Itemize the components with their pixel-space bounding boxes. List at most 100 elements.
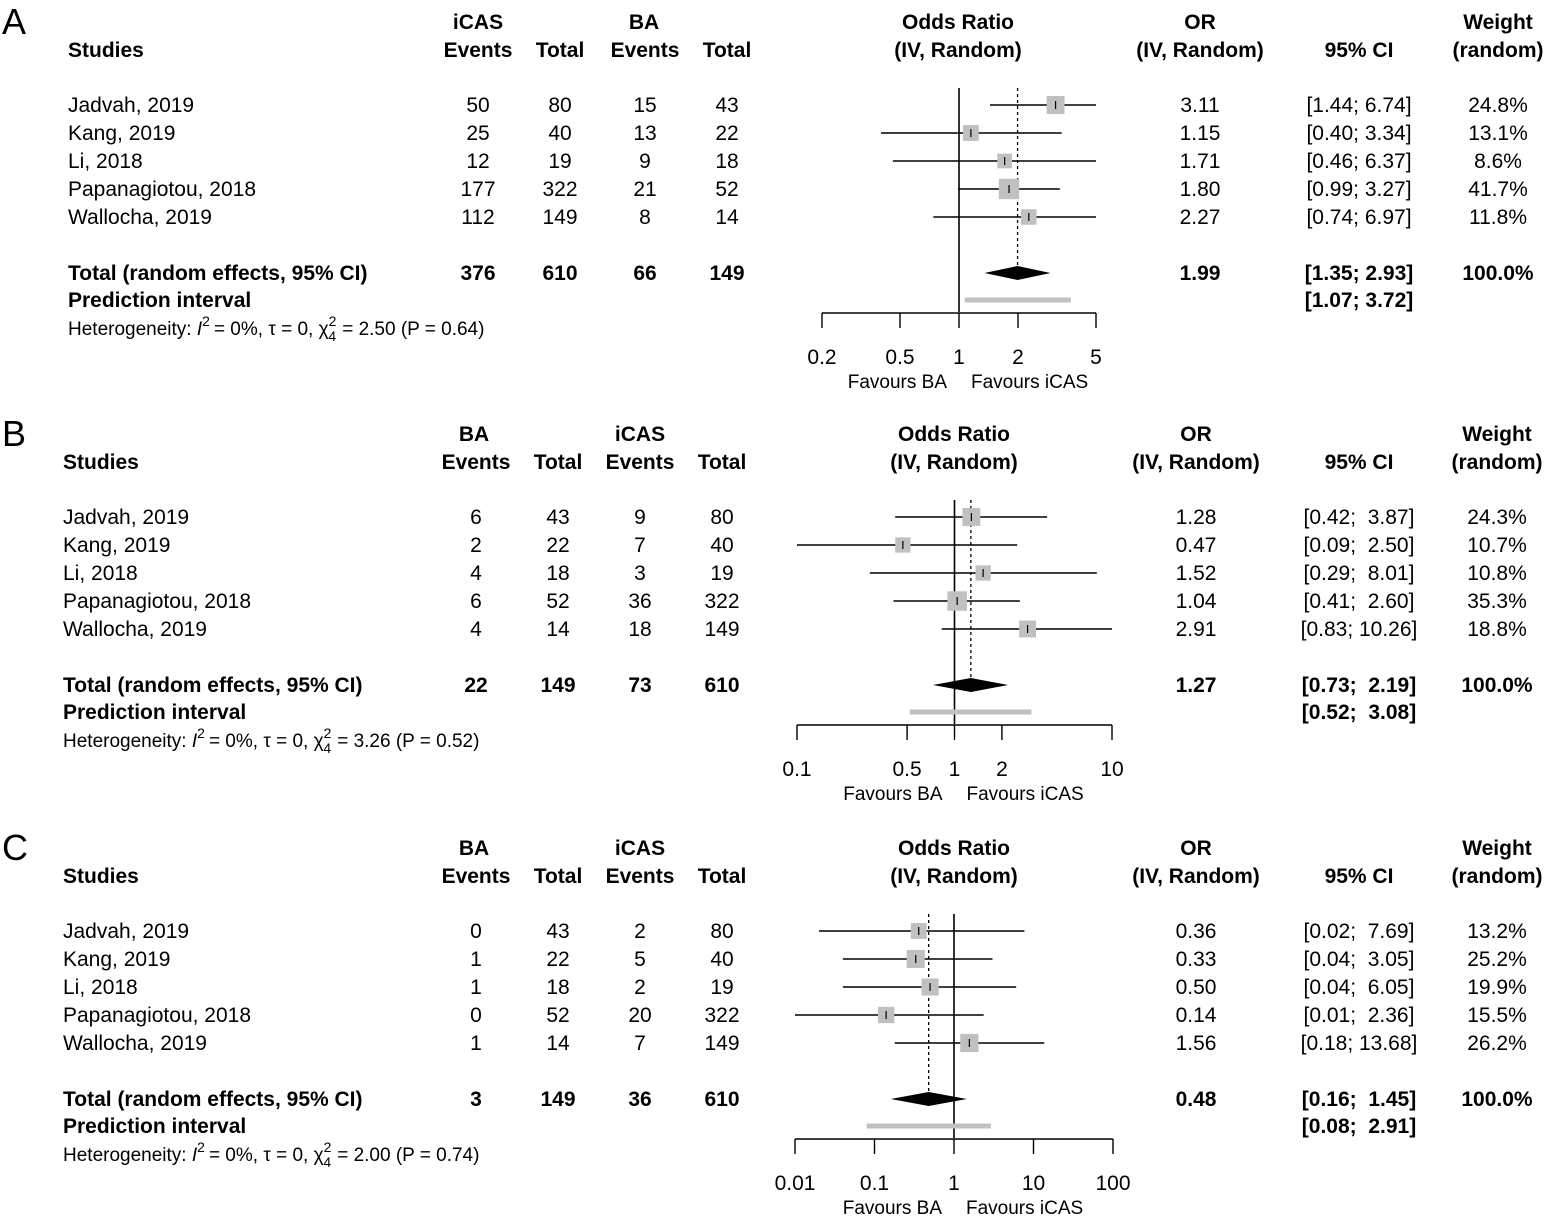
study-events-1: 50 <box>466 94 489 117</box>
study-or: 2.27 <box>1180 206 1221 229</box>
heterogeneity-chi: = 3.26 (P = 0.52) <box>337 731 479 752</box>
heterogeneity-prefix: Heterogeneity: <box>68 319 197 340</box>
study-name: Papanagiotou, 2018 <box>63 1004 251 1027</box>
study-name: Li, 2018 <box>68 150 143 173</box>
prediction-interval-bar <box>964 297 1071 303</box>
header-effect-sub: (IV, Random) <box>890 865 1018 888</box>
heterogeneity-prefix: Heterogeneity: <box>63 731 192 752</box>
study-total-2: 149 <box>704 1032 739 1055</box>
header-or-title: OR <box>1180 423 1212 446</box>
study-name: Kang, 2019 <box>68 122 175 145</box>
study-name: Papanagiotou, 2018 <box>68 178 256 201</box>
study-total-2: 149 <box>704 618 739 641</box>
study-ci: [0.18; 13.68] <box>1301 1032 1418 1055</box>
study-ci: [0.42; 3.87] <box>1304 506 1415 529</box>
favours-right-label: Favours iCAS <box>967 784 1084 805</box>
panel-label: A <box>2 1 26 42</box>
study-ci: [0.99; 3.27] <box>1306 178 1411 201</box>
header-events-2: Events <box>606 865 675 888</box>
study-weight: 15.5% <box>1467 1004 1527 1027</box>
total-or: 1.27 <box>1176 674 1217 697</box>
study-events-1: 6 <box>470 590 482 613</box>
study-or: 0.50 <box>1176 976 1217 999</box>
x-tick-label: 100 <box>1095 1172 1130 1195</box>
chi-superscript: 2 <box>324 725 332 741</box>
study-total-1: 18 <box>546 976 569 999</box>
prediction-label: Prediction interval <box>63 1115 246 1138</box>
total-events-2: 66 <box>633 262 656 285</box>
study-weight: 13.1% <box>1468 122 1528 145</box>
study-or: 1.04 <box>1176 590 1217 613</box>
i2-symbol: I <box>192 731 198 752</box>
prediction-label: Prediction interval <box>68 289 251 312</box>
study-events-2: 7 <box>634 534 646 557</box>
heterogeneity-text: Heterogeneity: I2 = 0%, τ = 0, χ2 4 = 2.50 … <box>68 313 484 344</box>
study-name: Papanagiotou, 2018 <box>63 590 251 613</box>
study-name: Li, 2018 <box>63 976 138 999</box>
study-events-2: 15 <box>633 94 656 117</box>
header-weight-sub: (random) <box>1453 39 1544 62</box>
study-total-1: 322 <box>542 178 577 201</box>
i2-superscript: 2 <box>197 1139 205 1155</box>
x-tick-label: 0.5 <box>885 346 914 369</box>
study-name: Wallocha, 2019 <box>63 1032 207 1055</box>
favours-left-label: Favours BA <box>843 1198 943 1216</box>
heterogeneity-chi: = 2.50 (P = 0.64) <box>342 319 484 340</box>
header-ci: 95% CI <box>1325 865 1394 888</box>
header-weight-title: Weight <box>1462 837 1532 860</box>
total-total-2: 610 <box>704 1088 739 1111</box>
study-total-1: 43 <box>546 506 569 529</box>
study-events-1: 1 <box>470 976 482 999</box>
header-total-1: Total <box>534 451 583 474</box>
study-weight: 41.7% <box>1468 178 1528 201</box>
total-total-2: 149 <box>709 262 744 285</box>
study-events-2: 21 <box>633 178 656 201</box>
favours-right-label: Favours iCAS <box>971 372 1088 393</box>
study-or: 0.33 <box>1176 948 1217 971</box>
header-weight-sub: (random) <box>1452 865 1543 888</box>
chi-symbol: χ <box>314 731 324 752</box>
panel-label: B <box>2 413 26 454</box>
study-or: 0.14 <box>1176 1004 1217 1027</box>
study-total-1: 18 <box>546 562 569 585</box>
study-total-2: 22 <box>715 122 738 145</box>
header-weight-title: Weight <box>1463 11 1533 34</box>
heterogeneity-prefix: Heterogeneity: <box>63 1145 192 1166</box>
total-label: Total (random effects, 95% CI) <box>68 262 368 285</box>
study-or: 1.71 <box>1180 150 1221 173</box>
study-weight: 24.8% <box>1468 94 1528 117</box>
total-total-1: 149 <box>540 1088 575 1111</box>
total-events-1: 376 <box>460 262 495 285</box>
study-weight: 10.7% <box>1467 534 1527 557</box>
study-name: Wallocha, 2019 <box>68 206 212 229</box>
x-tick-label: 1 <box>949 758 961 781</box>
header-effect-sub: (IV, Random) <box>890 451 1018 474</box>
study-name: Wallocha, 2019 <box>63 618 207 641</box>
study-or: 1.15 <box>1180 122 1221 145</box>
x-tick-label: 0.1 <box>860 1172 889 1195</box>
study-total-1: 19 <box>548 150 571 173</box>
chi-superscript: 2 <box>324 1139 332 1155</box>
study-ci: [0.02; 7.69] <box>1304 920 1415 943</box>
header-ci: 95% CI <box>1325 451 1394 474</box>
study-events-2: 2 <box>634 920 646 943</box>
forest-panel-b: B Studies BA iCAS Events Total Events Total Odds… <box>2 413 1543 805</box>
study-ci: [0.40; 3.34] <box>1306 122 1411 145</box>
header-events-1: Events <box>442 865 511 888</box>
prediction-interval-bar <box>866 1123 991 1129</box>
study-events-2: 2 <box>634 976 646 999</box>
study-events-1: 0 <box>470 920 482 943</box>
study-name: Jadvah, 2019 <box>63 920 189 943</box>
chi-symbol: χ <box>314 1145 324 1166</box>
total-weight: 100.0% <box>1461 1088 1533 1111</box>
x-tick-label: 10 <box>1100 758 1123 781</box>
study-events-2: 5 <box>634 948 646 971</box>
study-events-1: 6 <box>470 506 482 529</box>
study-total-1: 22 <box>546 534 569 557</box>
study-total-2: 14 <box>715 206 739 229</box>
study-total-2: 19 <box>710 562 733 585</box>
prediction-interval-bar <box>909 709 1032 715</box>
study-events-2: 20 <box>628 1004 651 1027</box>
study-name: Kang, 2019 <box>63 534 170 557</box>
